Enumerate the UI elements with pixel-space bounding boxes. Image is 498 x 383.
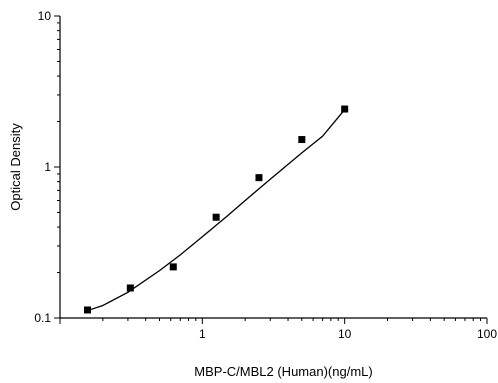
data-point bbox=[83, 306, 91, 314]
axes bbox=[59, 16, 487, 319]
y-tick-label: 10 bbox=[38, 9, 52, 23]
axis-ticks bbox=[54, 15, 488, 324]
data-point bbox=[126, 284, 134, 292]
x-tick-label: 10 bbox=[338, 327, 352, 341]
x-tick-label: 1 bbox=[199, 327, 206, 341]
x-tick-label: 100 bbox=[477, 327, 497, 341]
data-point bbox=[255, 174, 263, 182]
data-point bbox=[298, 136, 306, 144]
tick-labels: 1 10 100 0.1 1 10 bbox=[34, 9, 497, 341]
y-tick-label: 0.1 bbox=[34, 311, 51, 325]
fit-curve bbox=[87, 109, 346, 312]
x-axis-label: MBP-C/MBL2 (Human)(ng/mL) bbox=[194, 364, 372, 379]
y-tick-label: 1 bbox=[44, 160, 51, 174]
y-axis-label: Optical Density bbox=[8, 123, 23, 211]
data-point bbox=[169, 263, 177, 271]
data-points bbox=[83, 105, 349, 314]
data-point bbox=[341, 105, 349, 113]
data-point bbox=[212, 213, 220, 221]
